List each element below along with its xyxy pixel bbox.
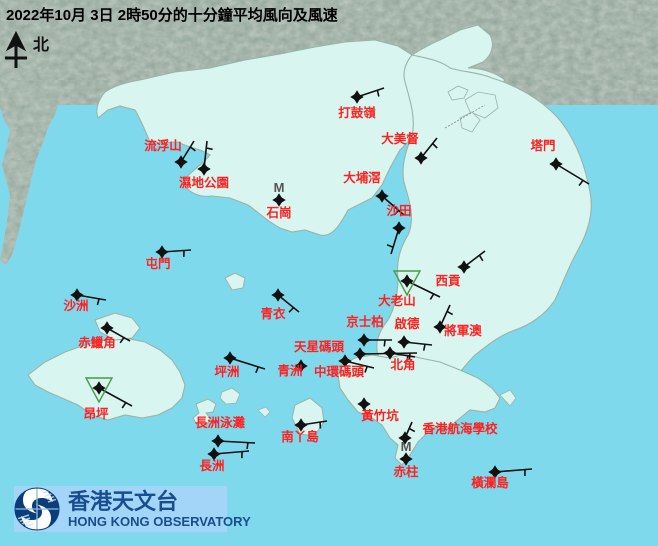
svg-text:大埔滘: 大埔滘 — [343, 170, 381, 185]
svg-text:北: 北 — [33, 36, 49, 54]
svg-text:京士柏: 京士柏 — [346, 314, 384, 329]
svg-text:香港天文台: 香港天文台 — [68, 489, 178, 514]
svg-text:赤鱲角: 赤鱲角 — [78, 335, 116, 350]
svg-text:南丫島: 南丫島 — [281, 429, 319, 444]
svg-text:香港航海學校: 香港航海學校 — [421, 421, 498, 436]
svg-text:打鼓嶺: 打鼓嶺 — [338, 105, 376, 120]
svg-text:大美督: 大美督 — [381, 131, 419, 146]
svg-text:將軍澳: 將軍澳 — [444, 323, 482, 338]
svg-text:北角: 北角 — [390, 357, 415, 372]
svg-text:赤柱: 赤柱 — [393, 464, 419, 479]
svg-text:坪洲: 坪洲 — [214, 365, 239, 379]
svg-text:橫瀾島: 橫瀾島 — [471, 475, 509, 490]
svg-text:啟德: 啟德 — [394, 316, 420, 331]
svg-text:昂坪: 昂坪 — [83, 406, 109, 421]
svg-text:HONG KONG OBSERVATORY: HONG KONG OBSERVATORY — [68, 514, 251, 529]
svg-text:青衣: 青衣 — [260, 306, 286, 321]
svg-text:黃竹坑: 黃竹坑 — [360, 408, 399, 423]
svg-text:石崗: 石崗 — [265, 205, 291, 220]
svg-text:流浮山: 流浮山 — [144, 138, 182, 153]
svg-text:M: M — [401, 439, 412, 454]
svg-text:大老山: 大老山 — [378, 293, 416, 308]
svg-text:塔門: 塔門 — [530, 138, 555, 153]
svg-text:中環碼頭: 中環碼頭 — [314, 364, 365, 379]
svg-text:濕地公園: 濕地公園 — [179, 175, 229, 190]
svg-text:西貢: 西貢 — [435, 274, 461, 288]
svg-text:青洲: 青洲 — [277, 363, 302, 378]
svg-text:沙田: 沙田 — [386, 204, 411, 218]
svg-text:沙洲: 沙洲 — [63, 299, 88, 313]
svg-text:長洲泳灘: 長洲泳灘 — [195, 415, 246, 430]
svg-text:M: M — [274, 180, 285, 195]
svg-text:長洲: 長洲 — [199, 458, 224, 473]
svg-text:天星碼頭: 天星碼頭 — [294, 339, 345, 354]
svg-text:屯門: 屯門 — [145, 256, 170, 271]
